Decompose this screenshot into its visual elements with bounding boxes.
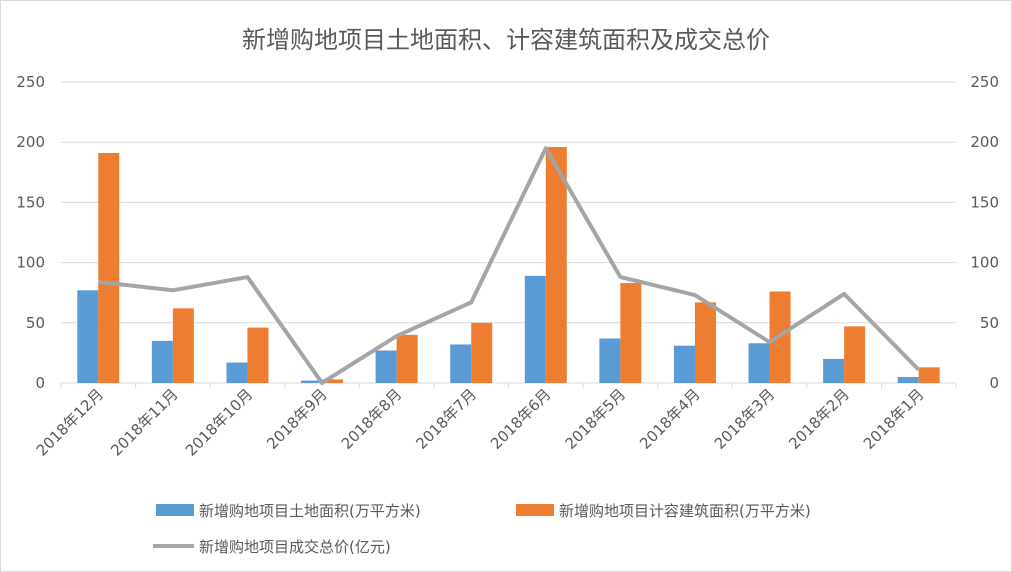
bar-land-area: [823, 358, 845, 383]
bar-building-area: [844, 326, 866, 383]
bar-land-area: [897, 376, 919, 383]
bar-land-area: [151, 340, 173, 383]
y-tick-label: 50: [26, 314, 45, 332]
line-total-price: [98, 146, 921, 385]
bar-building-area: [471, 322, 493, 383]
y2-tick-label: 200: [970, 133, 999, 151]
legend-label: 新增购地项目计容建筑面积(万平方米): [559, 502, 811, 520]
y2-tick-label: 150: [970, 193, 999, 211]
x-tick-label: 2018年5月: [562, 385, 630, 453]
bar-building-area: [396, 334, 418, 383]
legend-swatch: [516, 504, 554, 516]
bar-land-area: [524, 275, 546, 383]
bar-building-area: [247, 327, 269, 383]
y-tick-label: 150: [16, 193, 45, 211]
x-tick-label: 2018年8月: [338, 385, 406, 453]
x-tick-label: 2018年2月: [785, 385, 853, 453]
bar-land-area: [77, 290, 99, 383]
x-tick-label: 2018年4月: [636, 385, 704, 453]
x-tick-label: 2018年11月: [107, 385, 181, 459]
bar-land-area: [450, 344, 472, 383]
x-tick-label: 2018年9月: [263, 385, 331, 453]
y-tick-label: 250: [16, 73, 45, 91]
bar-building-area: [98, 153, 120, 383]
x-tick-label: 2018年7月: [412, 385, 480, 453]
x-tick-label: 2018年1月: [860, 385, 928, 453]
x-tick-label: 2018年10月: [182, 385, 256, 459]
bar-building-area: [620, 283, 642, 383]
y2-tick-label: 100: [970, 254, 999, 272]
bar-land-area: [375, 350, 397, 383]
bar-building-area: [545, 147, 567, 383]
y2-tick-label: 0: [989, 374, 999, 392]
bar-land-area: [599, 338, 621, 383]
bar-land-area: [748, 343, 770, 383]
bar-land-area: [673, 345, 695, 383]
x-tick-label: 2018年3月: [711, 385, 779, 453]
bar-land-area: [226, 362, 248, 383]
bar-building-area: [918, 367, 940, 383]
x-tick-label: 2018年12月: [33, 385, 107, 459]
legend-label: 新增购地项目成交总价(亿元): [199, 538, 391, 556]
bar-building-area: [694, 302, 716, 383]
bar-land-area: [301, 380, 323, 383]
y2-tick-label: 250: [970, 73, 999, 91]
legend-label: 新增购地项目土地面积(万平方米): [199, 502, 421, 520]
y-tick-label: 200: [16, 133, 45, 151]
y-tick-label: 0: [35, 374, 45, 392]
bar-building-area: [322, 379, 344, 383]
x-tick-label: 2018年6月: [487, 385, 555, 453]
bar-building-area: [172, 308, 194, 383]
legend-swatch: [156, 504, 194, 516]
y-tick-label: 100: [16, 254, 45, 272]
chart-title: 新增购地项目土地面积、计容建筑面积及成交总价: [242, 26, 770, 54]
y2-tick-label: 50: [980, 314, 999, 332]
